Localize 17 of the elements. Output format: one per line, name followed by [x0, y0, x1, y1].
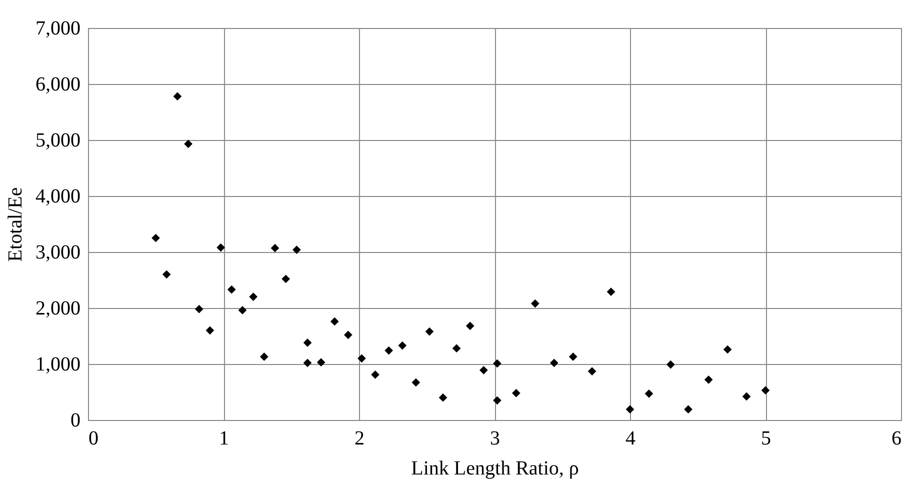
y-tick-label: 7,000: [36, 18, 80, 40]
x-tick-label: 6: [892, 428, 902, 450]
x-tick-label: 0: [88, 428, 98, 450]
y-tick-label: 0: [70, 410, 80, 432]
x-tick-label: 1: [219, 428, 229, 450]
x-tick-label: 5: [761, 428, 771, 450]
y-tick-label: 1,000: [36, 354, 80, 376]
y-tick-label: 3,000: [36, 242, 80, 264]
x-tick-label: 2: [354, 428, 364, 450]
y-tick-label: 5,000: [36, 130, 80, 152]
y-tick-label: 4,000: [36, 186, 80, 208]
y-tick-label: 6,000: [36, 74, 80, 96]
x-axis-title: Link Length Ratio, ρ: [411, 458, 579, 480]
x-tick-label: 3: [490, 428, 500, 450]
x-tick-label: 4: [626, 428, 636, 450]
y-tick-label: 2,000: [36, 298, 80, 320]
y-axis-title: Etotal/Ee: [4, 187, 26, 262]
